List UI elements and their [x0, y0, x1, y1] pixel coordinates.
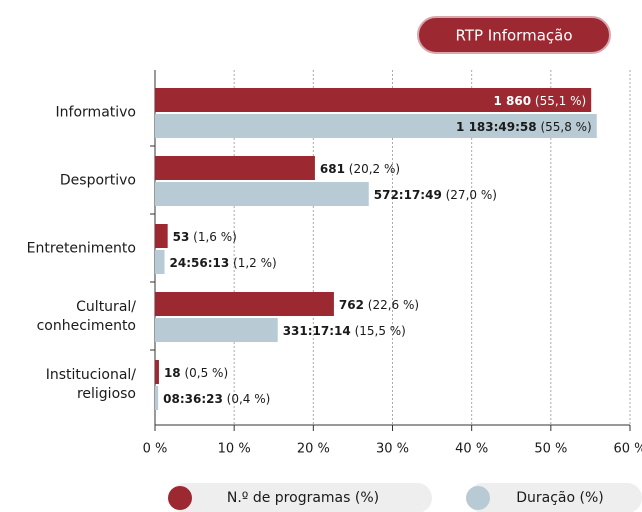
- value-label: 1 183:49:58 (55,8 %): [456, 120, 592, 134]
- category-label: Entretenimento: [26, 240, 136, 257]
- x-tick-label: 0 %: [143, 442, 168, 457]
- bar: [155, 88, 592, 112]
- plot: 0 % 10 % 20 % 30 % 40 % 50 % 60 % 1 860 (55,1 %…: [143, 70, 642, 457]
- value-label: 53 (1,6 %): [173, 230, 237, 244]
- category-label: Institucional/ religioso: [45, 367, 136, 402]
- bar: [155, 386, 159, 410]
- category-label: Cultural/ conhecimento: [36, 299, 136, 334]
- bar: [155, 182, 369, 206]
- legend-swatch: [168, 486, 192, 510]
- legend-label: N.º de programas (%): [227, 490, 379, 506]
- x-tick-label: 30 %: [376, 442, 409, 457]
- legend-label: Duração (%): [516, 490, 604, 506]
- legend-pill: [468, 483, 642, 512]
- bar: [155, 292, 334, 316]
- bar: [155, 156, 315, 180]
- value-label: 762 (22,6 %): [339, 298, 419, 312]
- category-label: Desportivo: [59, 172, 136, 189]
- value-label: 24:56:13 (1,2 %): [170, 256, 277, 270]
- x-tick-label: 20 %: [297, 442, 330, 457]
- value-label: 572:17:49 (27,0 %): [374, 188, 497, 202]
- value-label: 681 (20,2 %): [320, 162, 400, 176]
- x-tick-label: 10 %: [218, 442, 251, 457]
- value-label: 18 (0,5 %): [164, 366, 228, 380]
- bar: [155, 250, 165, 274]
- bar: [155, 224, 168, 248]
- bar: [155, 360, 159, 384]
- header-button[interactable]: [417, 16, 611, 54]
- value-label: 08:36:23 (0,4 %): [163, 392, 270, 406]
- legend-pill: [170, 483, 432, 512]
- x-tick-label: 40 %: [455, 442, 488, 457]
- x-tick-label: 50 %: [534, 442, 567, 457]
- category-label: Informativo: [55, 104, 136, 121]
- legend-swatch: [466, 486, 490, 510]
- header-button-text[interactable]: RTP Informação: [455, 27, 572, 45]
- bar: [155, 114, 597, 138]
- value-label: 331:17:14 (15,5 %): [283, 324, 406, 338]
- value-label: 1 860 (55,1 %): [494, 94, 587, 108]
- bar: [155, 318, 278, 342]
- x-tick-label: 60 %: [613, 442, 642, 457]
